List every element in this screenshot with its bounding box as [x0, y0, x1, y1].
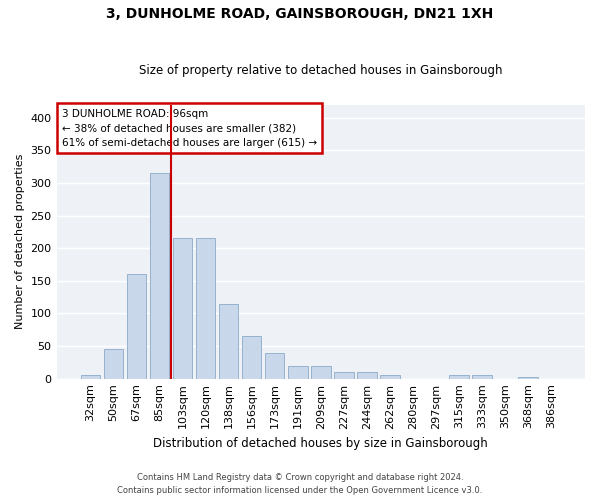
Text: Contains HM Land Registry data © Crown copyright and database right 2024.
Contai: Contains HM Land Registry data © Crown c…: [118, 474, 482, 495]
Title: Size of property relative to detached houses in Gainsborough: Size of property relative to detached ho…: [139, 64, 503, 77]
Bar: [242, 336, 262, 378]
Bar: [449, 376, 469, 378]
Y-axis label: Number of detached properties: Number of detached properties: [15, 154, 25, 330]
Bar: [472, 376, 492, 378]
Bar: [219, 304, 238, 378]
Text: 3, DUNHOLME ROAD, GAINSBOROUGH, DN21 1XH: 3, DUNHOLME ROAD, GAINSBOROUGH, DN21 1XH: [106, 8, 494, 22]
Bar: [288, 366, 308, 378]
Bar: [357, 372, 377, 378]
Bar: [196, 238, 215, 378]
Text: 3 DUNHOLME ROAD: 96sqm
← 38% of detached houses are smaller (382)
61% of semi-de: 3 DUNHOLME ROAD: 96sqm ← 38% of detached…: [62, 108, 317, 148]
Bar: [127, 274, 146, 378]
Bar: [173, 238, 193, 378]
X-axis label: Distribution of detached houses by size in Gainsborough: Distribution of detached houses by size …: [154, 437, 488, 450]
Bar: [149, 173, 169, 378]
Bar: [334, 372, 353, 378]
Bar: [80, 376, 100, 378]
Bar: [104, 350, 123, 378]
Bar: [265, 352, 284, 378]
Bar: [380, 376, 400, 378]
Bar: [311, 366, 331, 378]
Bar: [518, 376, 538, 378]
